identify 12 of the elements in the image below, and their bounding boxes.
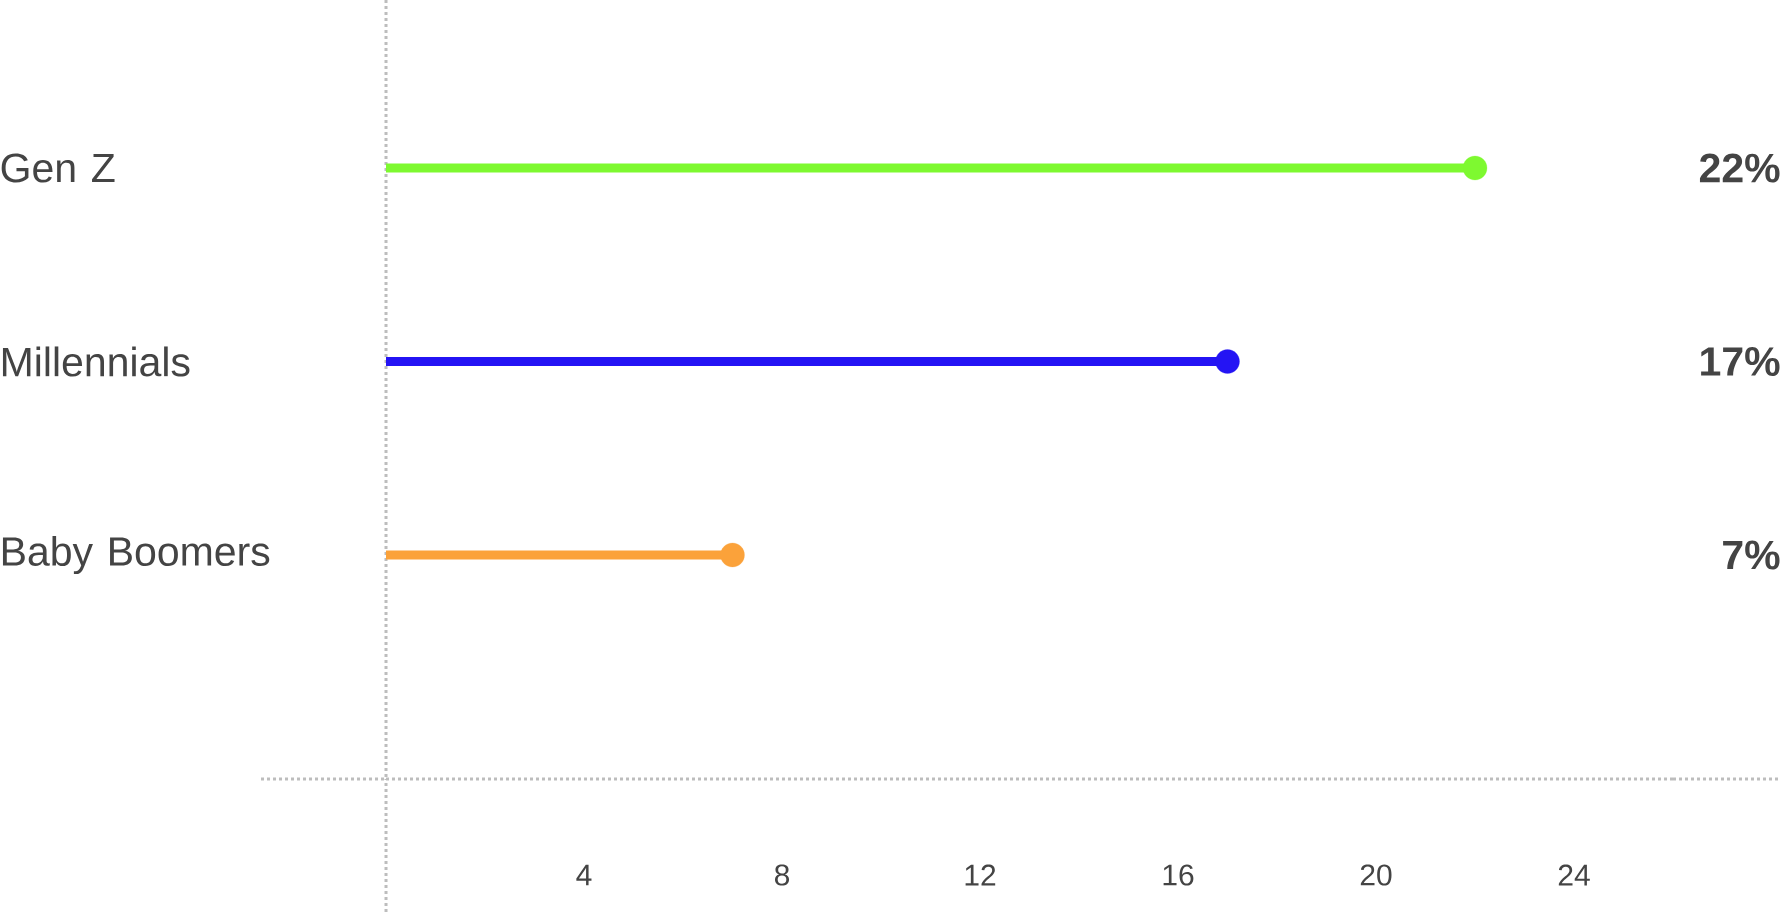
y-tick-label: Millennials [2,346,190,377]
y-tick-label: Baby Boomers [2,535,270,575]
x-tick-label: 16 [1163,864,1194,886]
y-tick-label: Gen Z [1,153,115,183]
x-tick-label: 20 [1360,864,1392,886]
data-label: 17% [1701,347,1780,376]
data-label: 7% [1723,540,1780,570]
x-tick-label: 24 [1558,864,1590,886]
x-tick-label: 12 [965,864,996,886]
x-tick-label: 4 [576,864,592,886]
data-label: 22% [1699,153,1780,183]
x-tick-label: 8 [774,864,790,886]
